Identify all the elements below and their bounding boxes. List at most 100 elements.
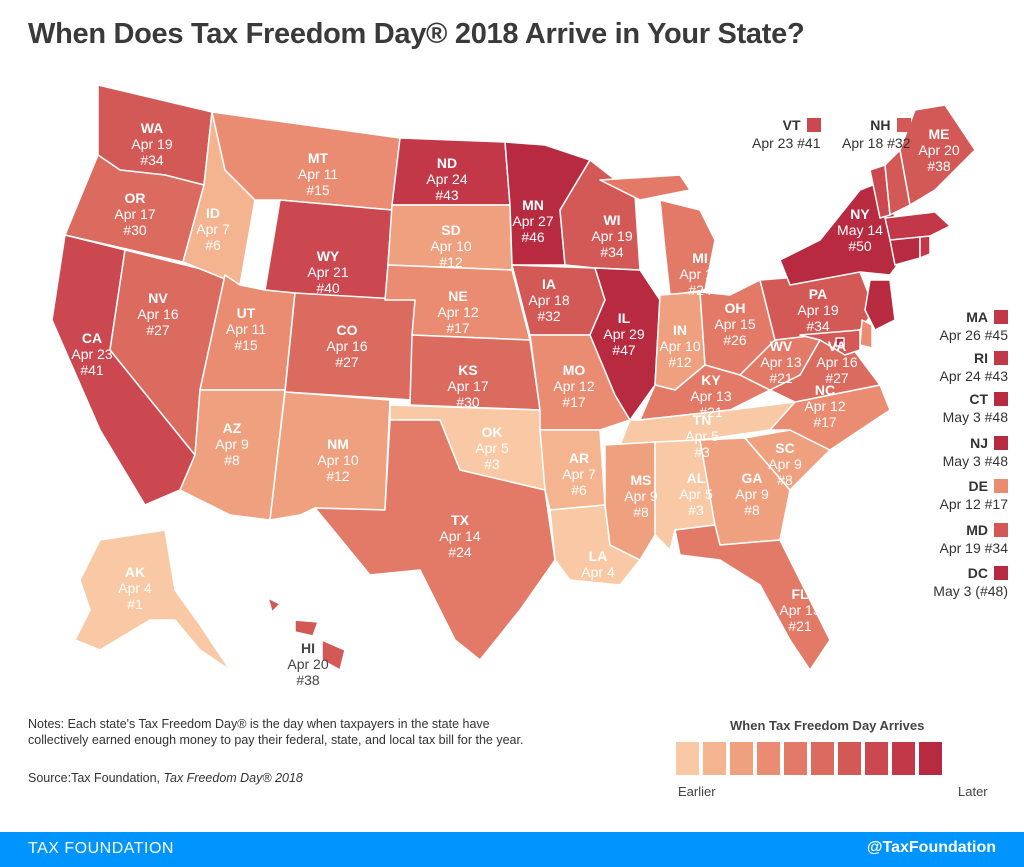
state-abbr: AK	[124, 564, 146, 580]
state-label-NV: NV Apr 16 #27	[137, 290, 178, 338]
state-DE[interactable]	[859, 319, 873, 349]
state-abbr: MO	[562, 362, 586, 378]
state-DC[interactable]	[835, 337, 845, 347]
state-abbr: UT	[236, 305, 256, 321]
callout-swatch-MD	[994, 523, 1008, 537]
state-date: Apr 17	[447, 378, 489, 394]
state-date: Apr 19	[591, 228, 633, 244]
state-rank: #6	[205, 237, 221, 253]
state-date: Apr 12	[804, 398, 846, 414]
state-MD[interactable]	[799, 329, 861, 356]
state-date: Apr 10	[659, 338, 701, 354]
state-date: Apr 9	[624, 488, 658, 504]
state-rank: #12	[326, 468, 350, 484]
state-date: Apr 10	[317, 452, 359, 468]
state-label-ME: ME Apr 20 #38	[918, 126, 959, 174]
callout-value: Apr 26 #45	[939, 327, 1009, 343]
callout-CT: CT May 3 #48	[912, 390, 1008, 426]
state-abbr: NM	[327, 436, 349, 452]
state-abbr: WA	[140, 120, 164, 136]
state-MI[interactable]	[599, 174, 716, 296]
state-label-LA: LA Apr 4 #1	[581, 548, 614, 596]
callout-swatch-RI	[994, 351, 1008, 365]
state-FL[interactable]	[674, 524, 831, 671]
state-rank: #32	[537, 308, 561, 324]
state-NJ[interactable]	[864, 279, 896, 331]
legend-swatch	[730, 742, 753, 775]
state-rank: #8	[224, 452, 240, 468]
state-rank: #34	[600, 244, 624, 260]
state-rank: #8	[744, 502, 760, 518]
state-rank: #26	[723, 332, 747, 348]
state-abbr: MI	[692, 250, 708, 266]
state-date: Apr 19	[131, 136, 173, 152]
state-label-VA: VA Apr 16 #27	[816, 338, 857, 386]
state-TX[interactable]	[314, 419, 556, 661]
state-date: Apr 13	[760, 354, 802, 370]
callout-value: Apr 24 #43	[939, 368, 1009, 384]
state-abbr: CO	[336, 322, 358, 338]
callout-value: Apr 19 #34	[939, 540, 1009, 556]
state-abbr: FL	[791, 586, 809, 602]
legend-low-label: Earlier	[678, 784, 716, 799]
callout-DE: DE Apr 12 #17	[912, 477, 1008, 513]
state-date: Apr 13	[779, 602, 821, 618]
state-label-AZ: AZ Apr 9 #8	[215, 420, 248, 468]
state-rank: #50	[848, 238, 872, 254]
footer-handle[interactable]: @TaxFoundation	[866, 839, 996, 856]
state-label-NE: NE Apr 12 #17	[437, 288, 478, 336]
state-rank: #12	[439, 254, 463, 270]
state-date: Apr 29	[603, 326, 645, 342]
state-rank: #47	[612, 342, 636, 358]
state-abbr: NC	[814, 382, 836, 398]
state-abbr: IA	[542, 276, 556, 292]
state-abbr: MS	[630, 472, 652, 488]
callout-abbr: NH	[870, 117, 891, 133]
state-abbr: NY	[850, 206, 870, 222]
state-abbr: WV	[769, 338, 793, 354]
state-abbr: TN	[692, 412, 712, 428]
footer-brand: TAX FOUNDATION	[28, 840, 174, 857]
callout-swatch-VT	[806, 118, 821, 132]
state-ME[interactable]	[899, 104, 976, 206]
legend-swatch	[892, 742, 915, 775]
state-rank: #3	[688, 502, 704, 518]
page-title: When Does Tax Freedom Day® 2018 Arrive i…	[28, 18, 805, 50]
state-abbr: HI	[301, 640, 315, 656]
legend-color-scale	[676, 742, 942, 775]
state-label-ID: ID Apr 7 #6	[196, 205, 229, 253]
state-RI[interactable]	[919, 235, 931, 259]
state-HI[interactable]	[267, 597, 346, 671]
state-label-WY: WY Apr 21 #40	[307, 248, 348, 296]
callout-value: May 3 (#48)	[933, 583, 1008, 599]
state-CT[interactable]	[889, 235, 921, 266]
callout-swatch-NJ	[994, 436, 1008, 450]
state-rank: #30	[123, 222, 147, 238]
state-date: Apr 20	[918, 142, 960, 158]
state-AK[interactable]	[74, 529, 231, 671]
callout-swatch-MA	[994, 310, 1008, 324]
callout-MA: MA Apr 26 #45	[912, 308, 1008, 344]
state-rank: #15	[306, 182, 330, 198]
state-rank: #46	[521, 229, 545, 245]
state-date: Apr 19	[797, 302, 839, 318]
state-date: Apr 18	[528, 292, 570, 308]
state-date: Apr 9	[215, 436, 249, 452]
callout-abbr: MA	[966, 309, 988, 325]
callout-NJ: NJ May 3 #48	[912, 434, 1008, 470]
state-date: Apr 12	[437, 304, 479, 320]
callout-abbr: NJ	[970, 435, 988, 451]
state-label-MN: MN Apr 27 #46	[512, 197, 553, 245]
state-rank: #17	[446, 320, 470, 336]
legend-swatch	[865, 742, 888, 775]
state-label-KY: KY Apr 13 #21	[690, 372, 731, 420]
footer-bar	[0, 832, 1024, 867]
state-rank: #12	[668, 354, 692, 370]
state-rank: #27	[335, 354, 359, 370]
legend-swatch	[676, 742, 699, 775]
state-abbr: ID	[206, 205, 220, 221]
state-rank: #17	[813, 414, 837, 430]
state-MA[interactable]	[884, 211, 951, 241]
state-date: Apr 14	[439, 528, 481, 544]
state-rank: #21	[788, 618, 812, 634]
